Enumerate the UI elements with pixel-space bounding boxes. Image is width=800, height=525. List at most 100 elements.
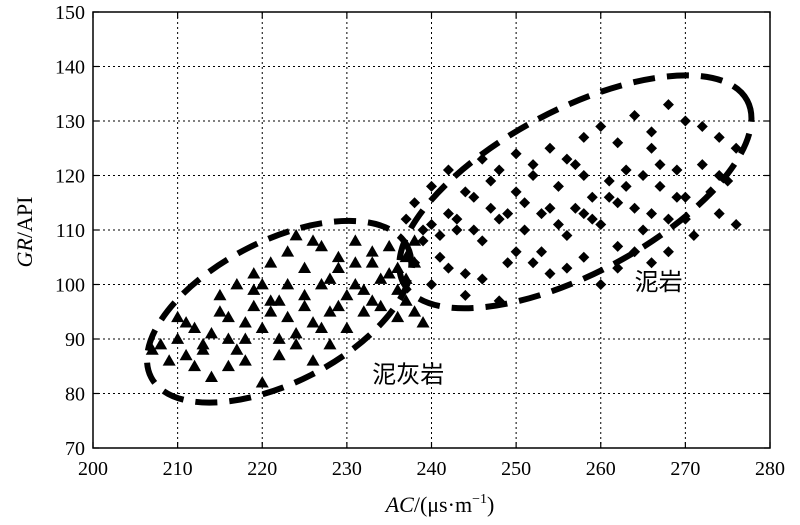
triangle-point	[272, 348, 286, 361]
diamond-point	[536, 246, 548, 258]
triangle-point	[408, 234, 422, 246]
diamond-point	[510, 148, 522, 160]
triangle-point	[365, 245, 379, 257]
triangle-point	[196, 343, 210, 355]
y-tick-label: 100	[55, 275, 85, 297]
diamond-point	[713, 131, 725, 143]
x-tick-label: 230	[332, 458, 362, 480]
diamond-point	[442, 208, 454, 220]
diamond-point	[561, 153, 573, 165]
diamond-point	[519, 224, 531, 236]
diamond-point	[679, 213, 691, 225]
y-tick-label: 120	[55, 166, 85, 188]
triangle-point	[272, 332, 286, 344]
diamond-point	[679, 191, 691, 203]
diamond-point	[400, 213, 412, 225]
triangle-point	[399, 272, 413, 284]
triangle-point	[255, 376, 269, 388]
diamond-point	[459, 268, 471, 280]
diamond-point	[451, 224, 463, 236]
diamond-point	[510, 186, 522, 198]
y-axis-label: GR/API	[12, 197, 37, 268]
triangle-point	[289, 337, 303, 350]
diamond-point	[603, 191, 615, 203]
diamond-point	[417, 235, 429, 247]
triangle-point	[264, 294, 278, 306]
diamond-point	[620, 164, 632, 176]
diamond-point	[612, 197, 624, 209]
diamond-point	[646, 126, 658, 138]
diamond-point	[713, 170, 725, 181]
diamond-point	[662, 99, 674, 111]
triangle-point	[162, 354, 176, 366]
triangle-point	[348, 256, 362, 268]
triangle-point	[306, 234, 320, 246]
triangle-point	[230, 343, 244, 355]
diamond-point	[730, 219, 742, 231]
diamond-point	[646, 257, 658, 269]
diamond-point	[578, 208, 590, 220]
diamond-point	[442, 164, 454, 176]
y-tick-label: 70	[65, 438, 85, 460]
triangle-point	[374, 272, 388, 284]
diamond-point	[527, 159, 539, 171]
triangle-point	[247, 283, 261, 295]
diamond-point	[493, 295, 505, 307]
diamond-point	[468, 224, 480, 236]
triangle-point	[221, 310, 235, 323]
triangle-point	[391, 283, 405, 295]
triangle-point	[188, 321, 202, 333]
diamond-point	[426, 219, 437, 231]
diamond-point	[595, 120, 607, 132]
triangle-point	[154, 337, 168, 350]
x-tick-label: 270	[670, 458, 700, 480]
triangle-point	[289, 228, 303, 241]
triangle-point	[408, 305, 422, 317]
triangle-point	[221, 332, 235, 344]
diamond-point	[612, 262, 624, 274]
diamond-point	[451, 213, 463, 225]
triangle-point	[204, 370, 218, 383]
diamond-point	[569, 159, 581, 171]
triangle-point	[314, 239, 328, 252]
diamond-point	[519, 197, 531, 209]
triangle-point	[323, 337, 337, 350]
triangle-point	[264, 256, 278, 268]
diamond-point	[459, 186, 471, 198]
triangle-point	[255, 278, 269, 290]
diamond-point	[696, 159, 708, 171]
triangle-point	[171, 310, 185, 323]
diamond-point	[646, 208, 658, 220]
triangle-point	[348, 278, 362, 290]
diamond-point	[442, 262, 454, 274]
diamond-point	[493, 164, 505, 176]
diamond-point	[544, 202, 556, 214]
triangle-point	[179, 316, 193, 328]
triangle-point	[323, 272, 337, 284]
triangle-point	[391, 310, 405, 323]
diamond-point	[578, 170, 590, 181]
triangle-point	[247, 267, 261, 279]
triangle-point	[365, 294, 379, 306]
triangle-point	[213, 305, 227, 317]
triangle-point	[145, 343, 159, 355]
triangle-point	[188, 359, 202, 372]
diamond-point	[620, 180, 632, 192]
x-tick-label: 220	[247, 458, 277, 480]
diamond-point	[510, 246, 522, 258]
triangle-point	[179, 348, 193, 361]
diamond-point	[688, 229, 700, 241]
diamond-point	[493, 213, 505, 225]
diamond-point	[578, 251, 590, 263]
triangle-point	[382, 267, 396, 279]
y-tick-label: 150	[55, 2, 85, 24]
diamond-point	[527, 170, 539, 181]
diamond-point	[536, 208, 548, 220]
diamond-point	[671, 164, 683, 176]
triangle-point	[171, 332, 185, 344]
diamond-point	[646, 142, 658, 154]
diamond-point	[476, 235, 488, 247]
diamond-point	[417, 224, 429, 236]
